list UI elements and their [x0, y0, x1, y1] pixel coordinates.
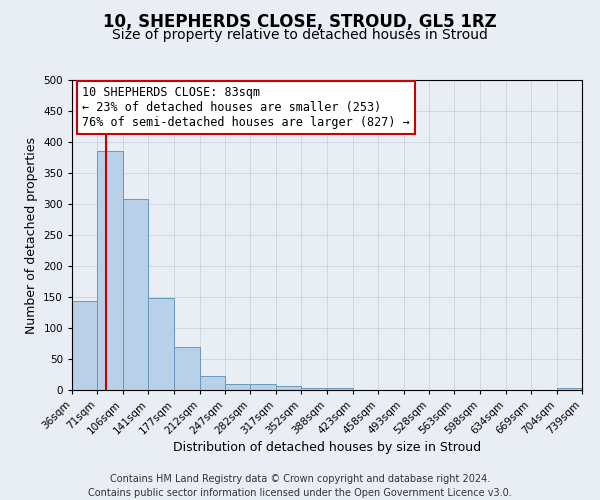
X-axis label: Distribution of detached houses by size in Stroud: Distribution of detached houses by size …: [173, 442, 481, 454]
Bar: [225, 384, 250, 390]
Bar: [276, 386, 301, 390]
Bar: [123, 199, 148, 390]
Bar: [250, 384, 276, 390]
Bar: [97, 152, 123, 390]
Bar: [557, 388, 582, 390]
Bar: [72, 302, 97, 390]
Text: Contains HM Land Registry data © Crown copyright and database right 2024.
Contai: Contains HM Land Registry data © Crown c…: [88, 474, 512, 498]
Y-axis label: Number of detached properties: Number of detached properties: [25, 136, 38, 334]
Text: 10, SHEPHERDS CLOSE, STROUD, GL5 1RZ: 10, SHEPHERDS CLOSE, STROUD, GL5 1RZ: [103, 12, 497, 30]
Bar: [200, 376, 225, 390]
Bar: [174, 346, 200, 390]
Text: Size of property relative to detached houses in Stroud: Size of property relative to detached ho…: [112, 28, 488, 42]
Text: 10 SHEPHERDS CLOSE: 83sqm
← 23% of detached houses are smaller (253)
76% of semi: 10 SHEPHERDS CLOSE: 83sqm ← 23% of detac…: [82, 86, 410, 129]
Bar: [328, 388, 353, 390]
Bar: [301, 388, 326, 390]
Bar: [148, 298, 173, 390]
